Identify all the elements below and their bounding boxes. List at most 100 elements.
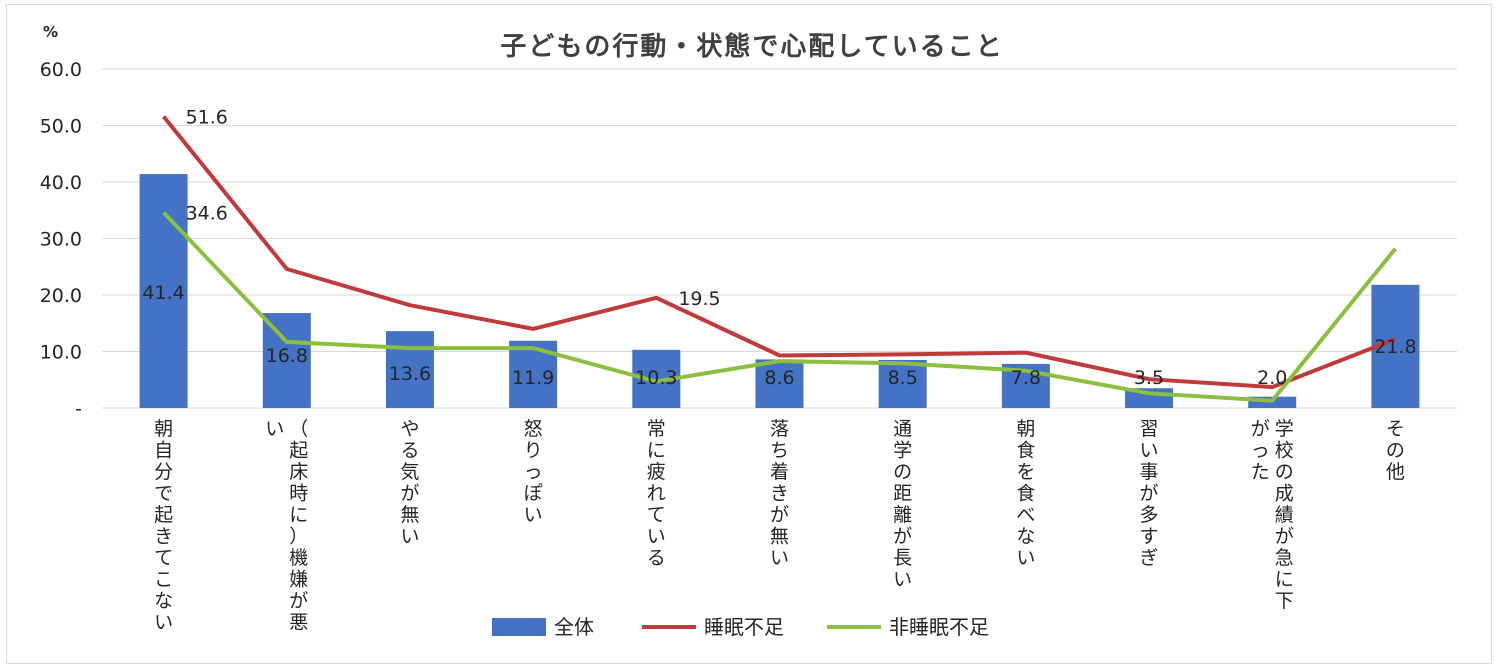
x-category-char: い bbox=[1016, 547, 1035, 569]
x-category-char: 着 bbox=[770, 461, 789, 483]
x-category-char: ） bbox=[289, 526, 308, 548]
x-category-char: 他 bbox=[1386, 461, 1405, 483]
bar bbox=[755, 359, 804, 408]
x-category-char: の bbox=[893, 461, 912, 483]
x-category-char: 分 bbox=[154, 461, 173, 483]
x-category-char: ち bbox=[770, 440, 789, 462]
x-category-char: を bbox=[1016, 461, 1035, 483]
x-category-char: 時 bbox=[289, 483, 308, 505]
x-category-char: ぎ bbox=[1140, 547, 1159, 569]
legend: 全体 睡眠不足 非睡眠不足 bbox=[492, 615, 989, 639]
x-category-char: っ bbox=[1251, 440, 1270, 462]
x-category-char: 学 bbox=[893, 440, 912, 462]
y-tick-label: 30.0 bbox=[40, 229, 82, 251]
legend-label: 睡眠不足 bbox=[704, 615, 784, 639]
x-category-char: 多 bbox=[1140, 504, 1159, 526]
x-category-char: 学 bbox=[1275, 418, 1294, 440]
y-tick-label: 50.0 bbox=[40, 116, 82, 138]
x-category-char: が bbox=[289, 590, 308, 612]
x-category-char: い bbox=[265, 418, 284, 440]
x-category-char: 食 bbox=[1016, 483, 1035, 505]
x-category-char: い bbox=[893, 569, 912, 591]
x-category-char: が bbox=[1251, 418, 1270, 440]
x-category-char: が bbox=[1275, 526, 1294, 548]
x-category-char: に bbox=[1275, 569, 1294, 591]
x-category-char: 怒 bbox=[524, 418, 543, 440]
x-category-char: に bbox=[289, 504, 308, 526]
x-category-char: の bbox=[1386, 440, 1405, 462]
x-category-char: 自 bbox=[154, 440, 173, 462]
x-category-char: 離 bbox=[893, 504, 912, 526]
y-tick-label: 10.0 bbox=[40, 342, 82, 364]
x-category-char: な bbox=[154, 590, 173, 612]
bar-data-label: 41.4 bbox=[142, 282, 184, 304]
x-category-char: 起 bbox=[154, 504, 173, 526]
x-category-char: っ bbox=[524, 461, 543, 483]
x-category-char: 床 bbox=[289, 461, 308, 483]
x-category-char: 通 bbox=[893, 418, 912, 440]
bar-series bbox=[139, 174, 1420, 408]
x-category-char: 気 bbox=[400, 461, 419, 483]
bar-data-label: 7.8 bbox=[1011, 367, 1041, 389]
x-category-char: や bbox=[400, 418, 419, 440]
x-category-char: な bbox=[1016, 526, 1035, 548]
x-category-char: そ bbox=[1386, 418, 1405, 440]
bar-data-label: 21.8 bbox=[1374, 336, 1416, 358]
line-data-label: 19.5 bbox=[678, 288, 720, 310]
bar-data-label: 11.9 bbox=[512, 367, 554, 389]
bar bbox=[385, 331, 434, 408]
x-category-char: 事 bbox=[1140, 461, 1159, 483]
x-category-char: た bbox=[1251, 461, 1270, 483]
x-category-char: こ bbox=[154, 569, 173, 591]
chart-title: 子どもの行動・状態で心配していること bbox=[500, 31, 1003, 62]
bar bbox=[878, 359, 927, 408]
x-category-char: い bbox=[524, 504, 543, 526]
x-category-char: 急 bbox=[1275, 547, 1294, 569]
x-category-char: で bbox=[154, 483, 173, 505]
x-category-char: 朝 bbox=[1016, 418, 1035, 440]
x-category-char: き bbox=[770, 483, 789, 505]
y-tick-label: 20.0 bbox=[40, 285, 82, 307]
line-data-label: 34.6 bbox=[186, 203, 228, 225]
x-category-char: て bbox=[154, 547, 173, 569]
x-category-char: 校 bbox=[1275, 440, 1294, 462]
x-category-char: い bbox=[770, 547, 789, 569]
legend-label: 非睡眠不足 bbox=[889, 615, 989, 639]
y-tick-label: - bbox=[75, 398, 82, 420]
x-category-label: その他 bbox=[1386, 418, 1405, 483]
x-category-char: の bbox=[1275, 461, 1294, 483]
x-category-char: 食 bbox=[1016, 440, 1035, 462]
chart: 子どもの行動・状態で心配していること % - 10.0 20.0 30.0 40.0 50… bbox=[40, 23, 1457, 639]
bar-data-label: 8.5 bbox=[888, 367, 918, 389]
bar-data-label: 16.8 bbox=[266, 345, 308, 367]
x-category-char: 機 bbox=[289, 547, 308, 569]
x-category-char: べ bbox=[1016, 504, 1035, 526]
x-category-char: が bbox=[893, 526, 912, 548]
bar-data-label: 10.3 bbox=[635, 367, 677, 389]
x-category-char: が bbox=[770, 504, 789, 526]
bar bbox=[262, 313, 311, 408]
y-axis-unit-label: % bbox=[43, 23, 58, 41]
x-category-char: 習 bbox=[1140, 418, 1159, 440]
x-category-char: 嫌 bbox=[289, 569, 308, 591]
x-category-char: い bbox=[154, 612, 173, 634]
x-category-char: 無 bbox=[770, 526, 789, 548]
legend-swatch bbox=[492, 618, 546, 636]
series-line bbox=[162, 211, 1397, 403]
y-axis-ticks: - 10.0 20.0 30.0 40.0 50.0 60.0 bbox=[40, 59, 82, 420]
x-category-char: 無 bbox=[400, 504, 419, 526]
x-category-char: 常 bbox=[647, 418, 666, 440]
x-category-char: 起 bbox=[289, 440, 308, 462]
y-tick-label: 40.0 bbox=[40, 172, 82, 194]
x-category-char: す bbox=[1140, 526, 1159, 548]
x-category-char: り bbox=[524, 440, 543, 462]
x-category-char: 悪 bbox=[289, 612, 308, 634]
x-category-char: れ bbox=[647, 483, 666, 505]
